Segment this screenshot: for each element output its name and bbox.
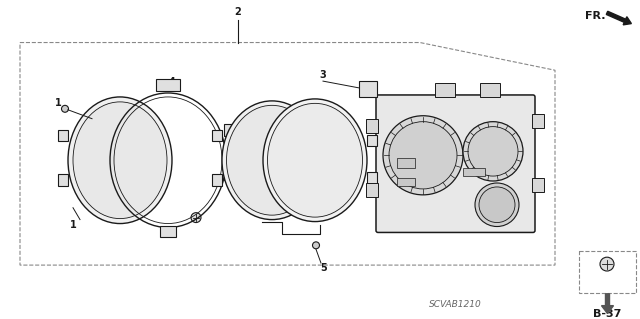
FancyBboxPatch shape bbox=[58, 130, 68, 141]
FancyArrow shape bbox=[602, 294, 614, 314]
Text: B-37: B-37 bbox=[593, 308, 621, 319]
FancyBboxPatch shape bbox=[224, 168, 236, 180]
Text: 5: 5 bbox=[321, 263, 328, 273]
FancyBboxPatch shape bbox=[463, 168, 485, 176]
Ellipse shape bbox=[222, 101, 322, 219]
FancyBboxPatch shape bbox=[58, 174, 68, 186]
FancyBboxPatch shape bbox=[366, 183, 378, 197]
Text: FR.: FR. bbox=[585, 11, 605, 21]
FancyBboxPatch shape bbox=[435, 83, 455, 97]
FancyBboxPatch shape bbox=[367, 172, 377, 184]
FancyBboxPatch shape bbox=[212, 130, 222, 141]
Circle shape bbox=[61, 105, 68, 112]
Circle shape bbox=[312, 242, 319, 249]
FancyBboxPatch shape bbox=[224, 124, 236, 136]
FancyBboxPatch shape bbox=[160, 226, 176, 237]
FancyBboxPatch shape bbox=[376, 95, 535, 233]
FancyBboxPatch shape bbox=[212, 174, 222, 186]
Text: 1: 1 bbox=[70, 219, 76, 230]
Text: 2: 2 bbox=[235, 7, 241, 17]
Circle shape bbox=[600, 257, 614, 271]
Ellipse shape bbox=[268, 103, 362, 217]
FancyBboxPatch shape bbox=[366, 119, 378, 133]
Ellipse shape bbox=[383, 116, 463, 195]
FancyBboxPatch shape bbox=[156, 79, 180, 91]
Text: 3: 3 bbox=[319, 70, 326, 80]
Text: SCVAB1210: SCVAB1210 bbox=[429, 300, 481, 309]
Ellipse shape bbox=[68, 97, 172, 224]
Ellipse shape bbox=[73, 102, 167, 219]
FancyBboxPatch shape bbox=[359, 81, 377, 97]
Ellipse shape bbox=[479, 187, 515, 223]
Ellipse shape bbox=[475, 183, 519, 226]
FancyArrow shape bbox=[606, 11, 632, 25]
Ellipse shape bbox=[389, 122, 457, 189]
FancyBboxPatch shape bbox=[397, 178, 415, 186]
FancyBboxPatch shape bbox=[367, 135, 377, 146]
Circle shape bbox=[191, 213, 201, 223]
Ellipse shape bbox=[468, 127, 518, 176]
FancyBboxPatch shape bbox=[397, 158, 415, 168]
FancyBboxPatch shape bbox=[532, 178, 544, 192]
Text: 4: 4 bbox=[168, 77, 175, 87]
Ellipse shape bbox=[263, 99, 367, 222]
Ellipse shape bbox=[227, 105, 317, 215]
FancyBboxPatch shape bbox=[532, 114, 544, 128]
FancyBboxPatch shape bbox=[480, 83, 500, 97]
Text: 1: 1 bbox=[54, 98, 61, 108]
Ellipse shape bbox=[463, 122, 523, 181]
